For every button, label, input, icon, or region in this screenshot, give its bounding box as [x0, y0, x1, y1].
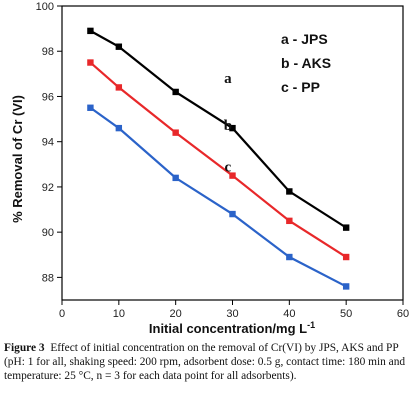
data-point — [115, 84, 123, 91]
series-layer: a b c — [87, 27, 350, 290]
x-tick-label: 30 — [226, 308, 238, 320]
x-tick-label: 20 — [170, 308, 182, 320]
data-point — [342, 224, 350, 231]
series-line-b — [89, 61, 347, 258]
y-tick-label: 98 — [42, 46, 54, 58]
x-tick-label: 0 — [59, 308, 65, 320]
line-chart: 0 10 20 30 40 50 60 88 90 92 94 96 98 100 a b c a - JP… — [10, 1, 409, 336]
y-tick-label: 94 — [42, 137, 54, 149]
y-tick-label: 88 — [42, 272, 54, 284]
data-point — [342, 253, 350, 261]
data-point — [286, 188, 293, 195]
legend: a - JPS b - AKS c - PP — [281, 31, 331, 95]
y-axis: 88 90 92 94 96 98 100 — [36, 1, 62, 284]
figure-caption: Figure 3 Effect of initial concentration… — [4, 341, 414, 383]
series-tag-b: b — [224, 118, 232, 134]
y-axis-title: % Removal of Cr (VI) — [10, 95, 25, 223]
y-tick-label: 96 — [42, 91, 54, 103]
y-tick-label: 90 — [42, 227, 54, 239]
legend-entry: a - JPS — [281, 31, 328, 47]
data-point — [229, 172, 236, 179]
series-line-a — [89, 29, 347, 229]
series-b: b — [87, 59, 350, 261]
plot-frame — [61, 5, 404, 301]
data-point — [286, 217, 293, 225]
data-point — [87, 59, 94, 66]
data-point — [229, 124, 236, 132]
x-tick-label: 50 — [340, 308, 352, 320]
series-a: a — [87, 27, 350, 231]
y-tick-label: 92 — [42, 182, 54, 194]
series-tag-a: a — [224, 71, 232, 87]
figure-caption-label: Figure 3 — [4, 342, 45, 354]
plot-area — [61, 5, 404, 301]
legend-entry: c - PP — [281, 79, 320, 95]
data-point — [172, 174, 179, 182]
data-point — [342, 283, 350, 290]
data-point — [87, 27, 94, 35]
x-axis-title: Initial concentration/mg L-1 — [149, 320, 315, 336]
data-point — [115, 43, 123, 50]
data-point — [172, 129, 179, 136]
x-axis: 0 10 20 30 40 50 60 — [59, 300, 409, 320]
y-tick-label: 100 — [36, 1, 54, 13]
data-point — [172, 88, 179, 96]
x-tick-label: 40 — [283, 308, 295, 320]
series-c: c — [87, 104, 350, 290]
x-tick-label: 60 — [397, 308, 409, 320]
series-tag-c: c — [225, 160, 232, 176]
figure-caption-text: Effect of initial concentration on the r… — [4, 342, 406, 382]
data-point — [87, 104, 94, 111]
series-line-c — [89, 106, 347, 288]
data-point — [115, 124, 123, 132]
x-tick-label: 10 — [113, 308, 125, 320]
legend-entry: b - AKS — [281, 55, 331, 71]
data-point — [229, 210, 236, 218]
data-point — [286, 253, 293, 261]
